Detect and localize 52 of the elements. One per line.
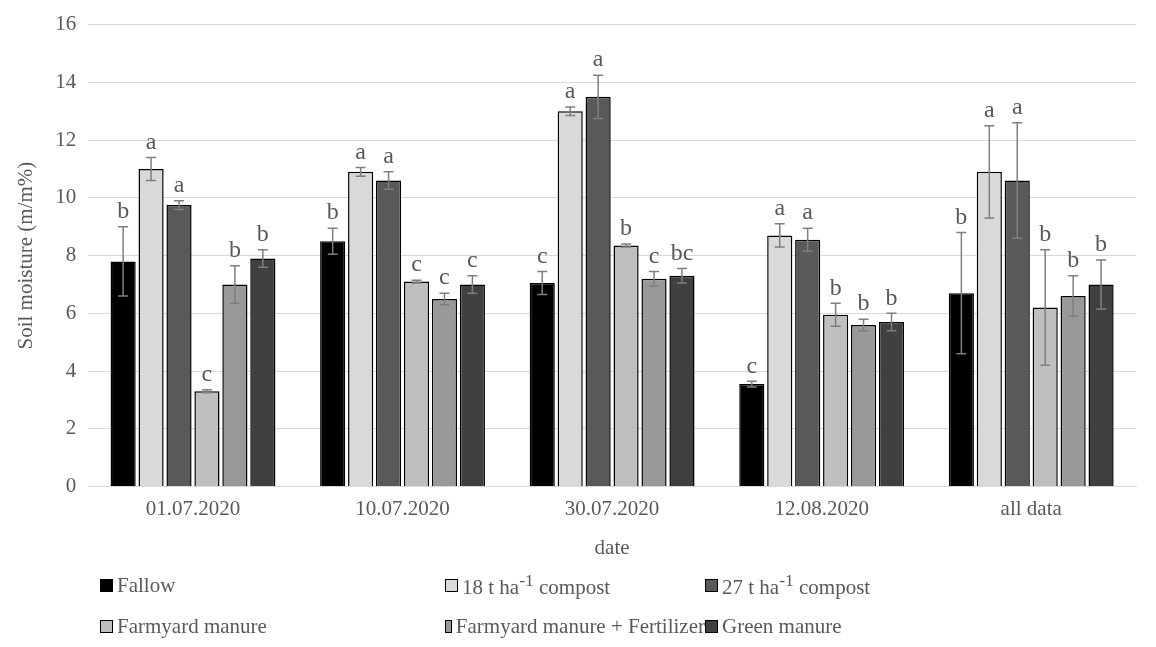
legend-label: Green manure [722, 614, 842, 639]
legend-label: 18 t ha$^{-1}$ compost [462, 570, 611, 600]
data-label: b [1039, 220, 1052, 247]
data-label: c [746, 351, 758, 378]
x-tick-label: 30.07.2020 [564, 495, 660, 520]
data-label: b [829, 273, 842, 300]
data-label: c [439, 263, 450, 290]
y-tick-label: 12 [55, 126, 77, 151]
x-axis-title: date [594, 534, 630, 559]
data-label: a [564, 77, 576, 104]
data-label: b [1067, 246, 1080, 273]
x-tick-label: 01.07.2020 [145, 495, 241, 520]
data-label: a [355, 137, 367, 164]
y-tick-label: 4 [65, 357, 77, 382]
legend-label: Farmyard manure + Fertilizer [455, 614, 705, 639]
data-label: c [467, 246, 478, 273]
data-label: b [857, 289, 870, 316]
legend-label: 27 t ha$^{-1}$ compost [722, 570, 871, 600]
data-label: a [145, 127, 157, 154]
data-label: c [648, 241, 660, 268]
legend-label: Fallow [117, 572, 176, 598]
data-label: c [536, 241, 548, 268]
x-tick-label: 10.07.2020 [355, 495, 450, 520]
data-label: c [411, 250, 422, 277]
data-label: c [201, 360, 213, 387]
y-tick-label: 10 [55, 184, 77, 209]
y-tick-label: 14 [55, 68, 77, 93]
data-label: b [620, 214, 633, 241]
y-axis-title: Soil moisture (m/m%) [13, 161, 38, 350]
data-label: b [117, 197, 130, 224]
y-tick-label: 2 [65, 415, 77, 440]
y-tick-label: 0 [65, 473, 77, 498]
data-label: a [983, 95, 995, 122]
x-tick-label: 12.08.2020 [774, 495, 869, 520]
data-label: b [228, 236, 241, 262]
legend-label: Farmyard manure [117, 614, 267, 639]
y-tick-label: 16 [55, 11, 77, 36]
y-tick-label: 6 [65, 299, 77, 324]
data-label: b [885, 283, 898, 310]
data-label: a [1011, 93, 1023, 120]
y-tick-label: 8 [65, 242, 77, 267]
data-label: a [383, 142, 395, 169]
data-label: a [802, 198, 814, 225]
data-label: a [774, 194, 786, 221]
data-label: b [256, 220, 269, 247]
data-label: bc [670, 238, 694, 265]
data-label: b [326, 198, 339, 225]
data-label: b [955, 202, 968, 229]
x-tick-label: all data [1000, 495, 1063, 520]
data-label: a [173, 171, 185, 198]
data-label: b [1095, 230, 1108, 257]
data-label: a [592, 45, 604, 72]
